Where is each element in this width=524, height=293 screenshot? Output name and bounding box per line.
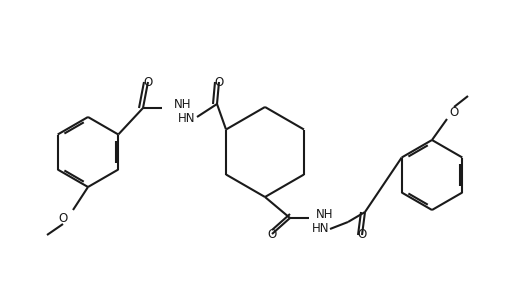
- Text: O: O: [267, 227, 277, 241]
- Text: O: O: [214, 76, 224, 88]
- Text: O: O: [450, 106, 458, 120]
- Text: O: O: [144, 76, 152, 88]
- Text: HN: HN: [312, 222, 330, 234]
- Text: NH: NH: [316, 207, 333, 221]
- Text: O: O: [357, 229, 367, 241]
- Text: NH: NH: [174, 98, 191, 110]
- Text: O: O: [58, 212, 68, 224]
- Text: HN: HN: [178, 112, 195, 125]
